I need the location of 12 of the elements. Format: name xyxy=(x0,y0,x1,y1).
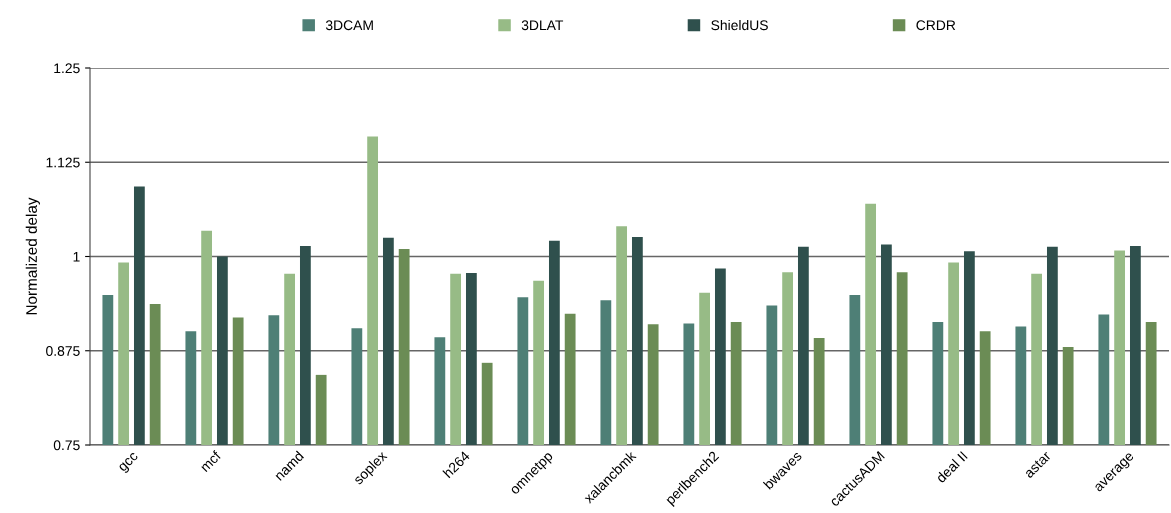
y-tick-label: 1.25 xyxy=(54,63,80,74)
y-tick-label: 0.875 xyxy=(46,346,80,356)
y-tick-label: 0.75 xyxy=(53,440,80,451)
x-tick-label: mcf xyxy=(199,449,222,473)
y-tick-label: 1.125 xyxy=(46,157,80,168)
y-tick-label: 1 xyxy=(73,251,80,262)
legend-label: 3DCAM xyxy=(325,20,373,31)
y-axis-title: Normalized delay xyxy=(25,197,40,315)
legend-label: 3DLAT xyxy=(521,20,564,31)
x-tick-label: gcc xyxy=(118,451,141,474)
legend-label: ShieldUS xyxy=(711,19,768,31)
legend-label: CRDR xyxy=(916,20,956,31)
